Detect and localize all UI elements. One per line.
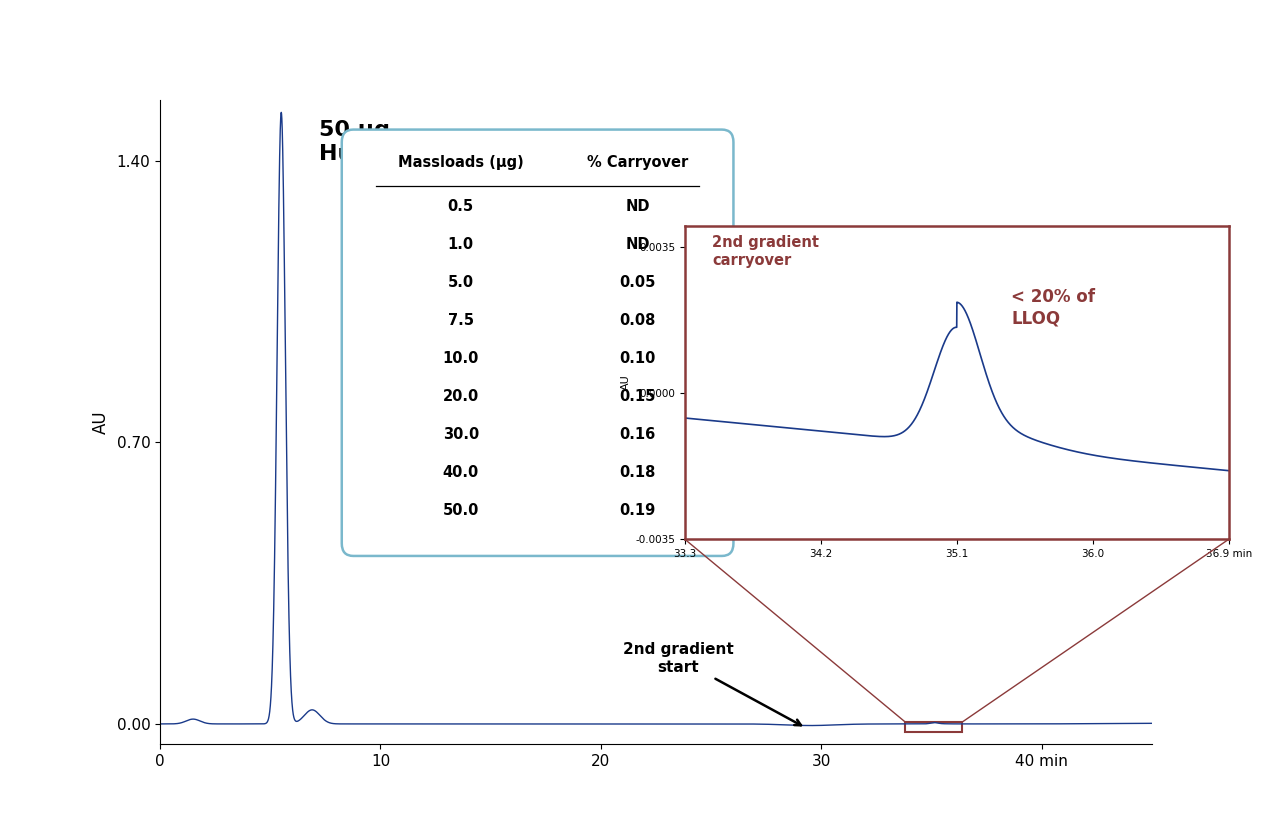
Text: % Carryover: % Carryover — [586, 155, 689, 170]
Text: Massloads (µg): Massloads (µg) — [398, 155, 524, 170]
Text: 0.15: 0.15 — [620, 389, 655, 404]
FancyBboxPatch shape — [342, 130, 733, 556]
Text: 0.18: 0.18 — [620, 465, 655, 480]
Text: 0.19: 0.19 — [620, 503, 655, 518]
Text: 1.0: 1.0 — [448, 237, 474, 252]
Text: ND: ND — [625, 237, 650, 252]
Text: 0.5: 0.5 — [448, 198, 474, 213]
Text: 0.05: 0.05 — [620, 275, 655, 290]
Text: 50 µg
Humanized IgG4: 50 µg Humanized IgG4 — [319, 120, 525, 164]
Y-axis label: AU: AU — [621, 375, 631, 390]
Text: 0.10: 0.10 — [620, 351, 655, 366]
Text: 40.0: 40.0 — [443, 465, 479, 480]
Text: 30.0: 30.0 — [443, 427, 479, 442]
Text: 10.0: 10.0 — [443, 351, 479, 366]
Text: ND: ND — [625, 198, 650, 213]
Bar — [905, 722, 963, 732]
Text: 2nd gradient
carryover: 2nd gradient carryover — [712, 235, 819, 268]
Text: 7.5: 7.5 — [448, 313, 474, 328]
Text: 2nd gradient
start: 2nd gradient start — [622, 642, 801, 726]
Text: 0.08: 0.08 — [620, 313, 655, 328]
Text: < 20% of
LLOQ: < 20% of LLOQ — [1011, 288, 1096, 327]
Text: 5.0: 5.0 — [448, 275, 474, 290]
Y-axis label: AU: AU — [92, 410, 110, 434]
Text: 20.0: 20.0 — [443, 389, 479, 404]
Text: 50.0: 50.0 — [443, 503, 479, 518]
Text: 0.16: 0.16 — [620, 427, 655, 442]
